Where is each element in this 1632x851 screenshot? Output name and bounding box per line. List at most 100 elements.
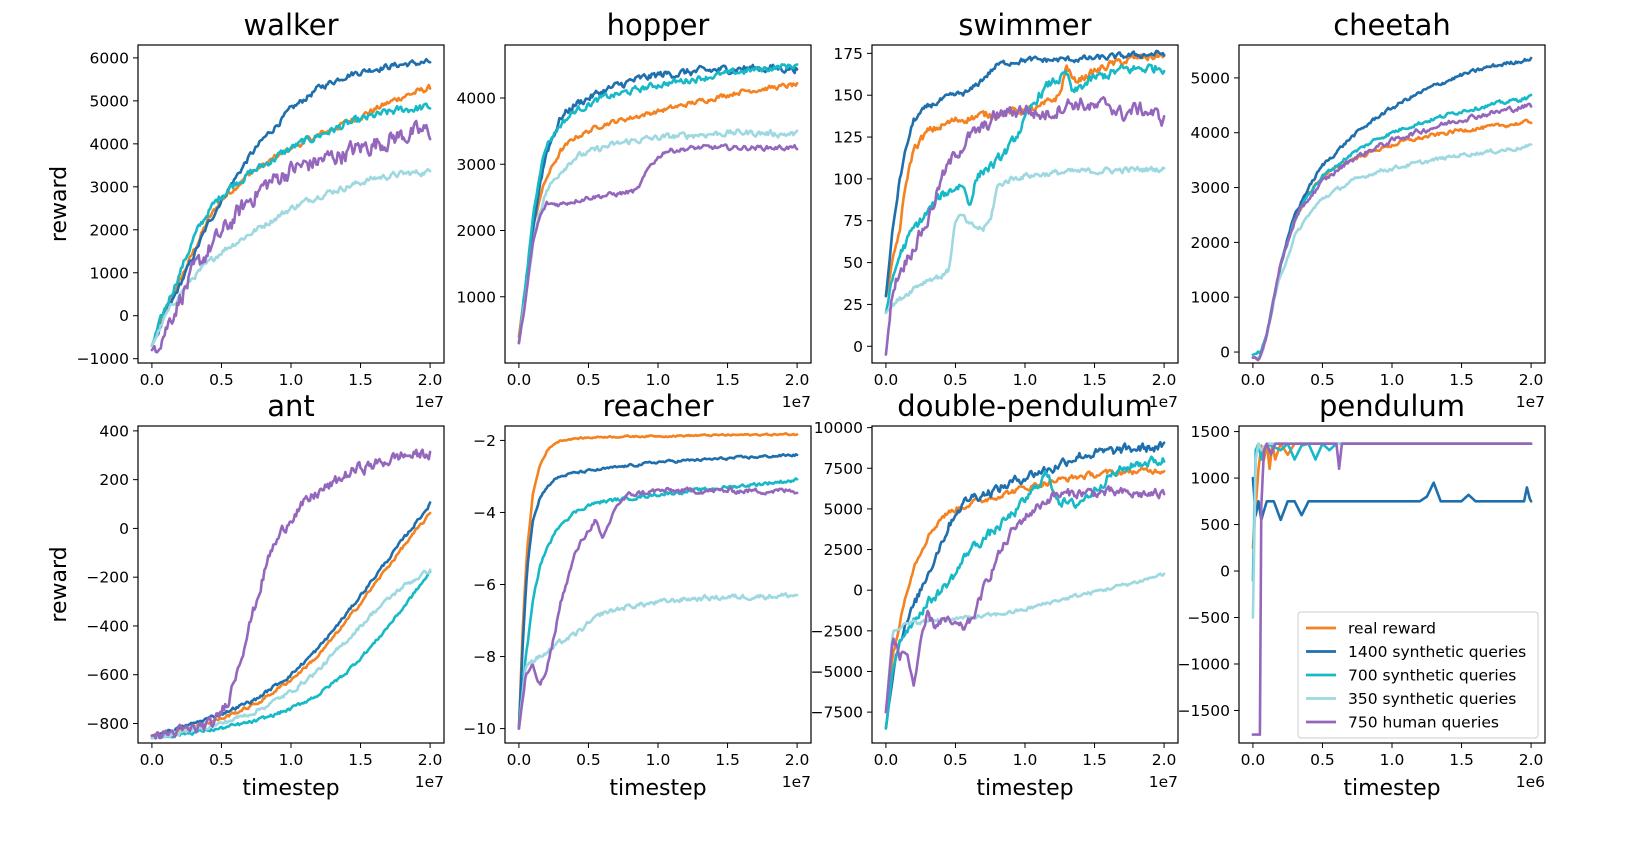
x-tick-label: 2.0 [1519,371,1544,389]
x-offset-label: 1e7 [1149,773,1178,791]
panel-title: pendulum [1319,389,1465,423]
x-tick-label: 0.5 [209,371,234,389]
axes-frame [504,425,812,744]
legend-label: 700 synthetic queries [1348,667,1516,685]
x-tick-label: 1.0 [646,751,671,769]
x-tick-label: 0.5 [1310,371,1335,389]
y-tick-label: 0 [853,338,863,356]
series-line-700-synthetic-queries [1251,442,1533,582]
x-offset-label: 1e7 [782,393,811,411]
panel-ant: 0.0 0.5 1.0 1.5 2.0 −800 −600 −400 −200 0 200 400 1e… [47,389,445,801]
y-tick-label: −4 [473,504,496,522]
series-group [150,57,432,354]
x-tick-label: 1.5 [348,751,373,769]
series-line-750-human-queries [884,96,1166,356]
y-tick-label: 4000 [1191,124,1230,142]
x-offset-label: 1e7 [1516,393,1545,411]
y-tick-label: −7500 [811,704,863,722]
y-tick-label: 5000 [90,92,129,110]
series-line-350-synthetic-queries [1251,143,1533,361]
x-tick-label: 1.0 [646,371,671,389]
y-tick-label: 175 [833,45,863,63]
x-tick-label: 2.0 [1152,751,1177,769]
x-tick-label: 0.0 [507,751,532,769]
y-tick-label: 50 [843,254,863,272]
y-tick-label: −1500 [1178,702,1230,720]
x-tick-label: 0.5 [209,751,234,769]
series-line-750-human-queries [150,119,432,354]
axes-frame [137,44,445,364]
panel-hopper: 0.0 0.5 1.0 1.5 2.0 1000 2000 3000 4000 1e7 hopper [457,8,812,411]
x-tick-label: 0.0 [140,371,165,389]
y-tick-label: 1000 [457,288,496,306]
y-tick-label: 7500 [824,460,863,478]
panel-double-pendulum: 0.0 0.5 1.0 1.5 2.0 −7500 −5000 −2500 0 2500 5000 7… [811,389,1179,801]
legend: real reward 1400 synthetic queries 700 syn… [1297,611,1539,739]
x-tick-label: 0.0 [874,751,899,769]
y-tick-label: −2 [473,432,496,450]
legend-label: real reward [1348,620,1436,638]
y-tick-label: 0 [853,582,863,600]
series-line-1400-synthetic-queries [150,57,432,348]
x-tick-label: 2.0 [418,371,443,389]
panel-swimmer: 0.0 0.5 1.0 1.5 2.0 0 25 50 75 100 125 150 175 1e7 swi… [833,8,1179,411]
series-line-1400-synthetic-queries [1251,56,1533,361]
series-group [517,432,799,730]
series-line-350-synthetic-queries [884,572,1166,714]
x-axis-label: timestep [976,776,1073,801]
y-tick-label: 1000 [90,264,129,282]
x-tick-label: 0.0 [507,371,532,389]
series-line-700-synthetic-queries [150,102,432,348]
x-offset-label: 1e7 [782,773,811,791]
x-tick-label: 1.0 [1013,751,1038,769]
legend-label: 1400 synthetic queries [1348,643,1526,661]
x-tick-label: 0.5 [943,371,968,389]
series-line-1400-synthetic-queries [884,440,1166,730]
y-tick-label: 500 [1200,516,1230,534]
y-tick-label: −1000 [77,350,129,368]
series-line-700-synthetic-queries [517,63,799,345]
x-tick-label: 1.5 [1449,751,1474,769]
panel-reacher: 0.0 0.5 1.0 1.5 2.0 −10 −8 −6 −4 −2 1e7 reacher time… [463,389,812,801]
series-line-1400-synthetic-queries [517,452,799,730]
legend-label: 350 synthetic queries [1348,690,1516,708]
x-tick-label: 1.5 [348,371,373,389]
y-tick-label: −10 [463,720,496,738]
panel-title: hopper [607,8,710,42]
x-tick-label: 1.0 [279,751,304,769]
panel-title: double-pendulum [897,389,1152,423]
series-line-350-synthetic-queries [517,128,799,345]
series-group [884,49,1166,356]
x-tick-label: 1.5 [1449,371,1474,389]
x-offset-label: 1e7 [415,773,444,791]
x-tick-label: 0.0 [874,371,899,389]
series-line-350-synthetic-queries [884,165,1166,315]
x-axis-label: timestep [1343,776,1440,801]
x-tick-label: 2.0 [418,751,443,769]
y-tick-label: 25 [843,296,863,314]
x-axis-label: timestep [242,776,339,801]
axes-frame [137,425,445,744]
x-tick-label: 0.0 [1241,751,1266,769]
x-axis-label: timestep [609,776,706,801]
x-tick-label: 1.0 [1380,751,1405,769]
series-group [884,440,1166,730]
series-group [1251,56,1533,362]
x-offset-label: 1e7 [415,393,444,411]
x-tick-label: 1.0 [279,371,304,389]
y-tick-label: 125 [833,129,863,147]
y-tick-label: 0 [1220,563,1230,581]
y-tick-label: 10000 [814,419,863,437]
y-tick-label: 400 [99,422,129,440]
y-tick-label: −200 [86,569,129,587]
x-tick-label: 2.0 [785,371,810,389]
panel-title: ant [267,389,315,423]
y-tick-label: 2000 [90,221,129,239]
x-offset-label: 1e6 [1516,773,1545,791]
y-tick-label: 4000 [90,135,129,153]
series-line-700-synthetic-queries [517,477,799,730]
x-tick-label: 1.0 [1013,371,1038,389]
y-tick-label: 6000 [90,49,129,67]
y-tick-label: −6 [473,576,496,594]
y-tick-label: 75 [843,212,863,230]
